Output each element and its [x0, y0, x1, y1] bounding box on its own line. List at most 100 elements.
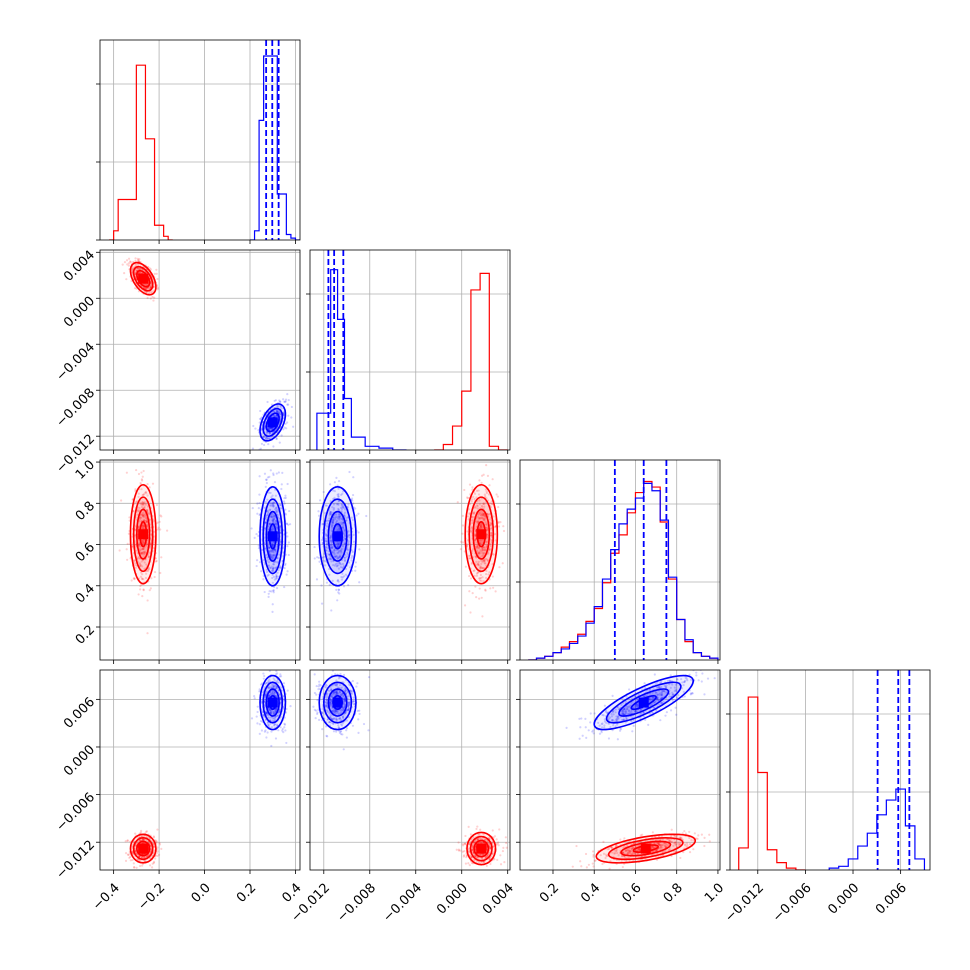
scatter-point — [463, 842, 466, 845]
scatter-point — [145, 563, 148, 566]
scatter-point — [468, 842, 471, 845]
scatter-point — [483, 514, 486, 518]
scatter-point — [143, 502, 146, 505]
scatter-point — [323, 560, 326, 563]
scatter-point — [326, 519, 329, 522]
scatter-point — [472, 569, 475, 573]
scatter-point — [148, 842, 151, 845]
scatter-point — [489, 521, 492, 525]
scatter-point — [140, 551, 143, 555]
scatter-point — [352, 533, 355, 536]
scatter-point — [329, 539, 332, 543]
scatter-point — [273, 678, 276, 682]
scatter-point — [139, 551, 143, 554]
scatter-point — [264, 711, 268, 714]
scatter-point — [487, 514, 490, 517]
scatter-point — [132, 509, 135, 513]
scatter-point — [141, 841, 144, 845]
scatter-point — [140, 471, 143, 474]
scatter-point — [257, 534, 260, 538]
scatter-point — [481, 514, 484, 517]
scatter-point — [492, 515, 495, 518]
scatter-point — [285, 522, 288, 526]
scatter-point — [275, 410, 279, 413]
scatter-point — [329, 483, 332, 486]
scatter-point — [275, 472, 278, 475]
scatter-point — [335, 588, 338, 591]
scatter-point — [275, 561, 278, 564]
scatter-point — [264, 436, 267, 439]
scatter-point — [141, 548, 145, 551]
scatter-point — [488, 548, 491, 551]
scatter-point — [333, 490, 336, 493]
scatter-point — [143, 561, 146, 564]
scatter-point — [155, 840, 158, 843]
scatter-point — [148, 486, 151, 489]
scatter-point — [125, 259, 129, 262]
scatter-point — [287, 414, 290, 417]
scatter-point — [338, 516, 341, 520]
scatter-point — [140, 502, 143, 505]
scatter-point — [330, 545, 334, 548]
scatter-point — [258, 501, 261, 505]
scatter-point — [159, 571, 162, 575]
scatter-point — [468, 512, 471, 515]
scatter-point — [144, 503, 148, 506]
scatter-point — [275, 680, 278, 683]
scatter-point — [485, 541, 488, 544]
scatter-point — [468, 863, 471, 867]
scatter-point — [326, 542, 329, 545]
scatter-point — [331, 546, 334, 549]
scatter-point — [317, 718, 321, 721]
scatter-point — [487, 573, 490, 576]
scatter-point — [479, 549, 482, 552]
scatter-point — [149, 541, 152, 544]
scatter-point — [270, 744, 273, 748]
scatter-point — [471, 519, 474, 523]
scatter-point — [466, 497, 469, 500]
scatter-point — [499, 863, 503, 866]
scatter-point — [475, 496, 478, 499]
histogram-series-1 — [250, 55, 300, 240]
scatter-point — [327, 553, 330, 556]
scatter-point — [326, 543, 329, 546]
scatter-point — [483, 548, 486, 552]
scatter-point — [264, 521, 267, 524]
scatter-point — [131, 858, 134, 862]
scatter-point — [479, 828, 482, 831]
scatter-point — [139, 516, 142, 519]
panel-content — [124, 670, 292, 869]
scatter-point — [139, 584, 142, 588]
scatter-point — [147, 568, 150, 571]
scatter-point — [272, 501, 275, 504]
scatter-point — [142, 469, 145, 473]
scatter-point — [479, 524, 482, 527]
scatter-point — [332, 519, 335, 522]
scatter-point — [272, 445, 275, 448]
scatter-point — [318, 560, 321, 563]
scatter-point — [467, 554, 471, 557]
scatter-point — [279, 702, 282, 705]
scatter-point — [485, 526, 488, 529]
scatter-point — [159, 528, 162, 531]
scatter-point — [335, 555, 338, 558]
scatter-point — [333, 549, 336, 552]
scatter-point — [141, 539, 144, 543]
scatter-point — [497, 525, 501, 528]
scatter-panel-2-0 — [96, 459, 301, 664]
scatter-point — [256, 512, 259, 515]
scatter-point — [250, 527, 253, 530]
scatter-point — [145, 830, 148, 833]
scatter-point — [278, 441, 281, 444]
scatter-point — [126, 558, 129, 561]
scatter-point — [277, 471, 280, 474]
scatter-point — [143, 567, 146, 570]
scatter-point — [476, 520, 480, 523]
scatter-point — [473, 497, 476, 501]
scatter-point — [483, 493, 486, 496]
scatter-point — [158, 520, 161, 523]
scatter-point — [479, 526, 483, 529]
scatter-point — [149, 284, 153, 288]
scatter-point — [488, 858, 491, 861]
scatter-point — [260, 432, 263, 435]
